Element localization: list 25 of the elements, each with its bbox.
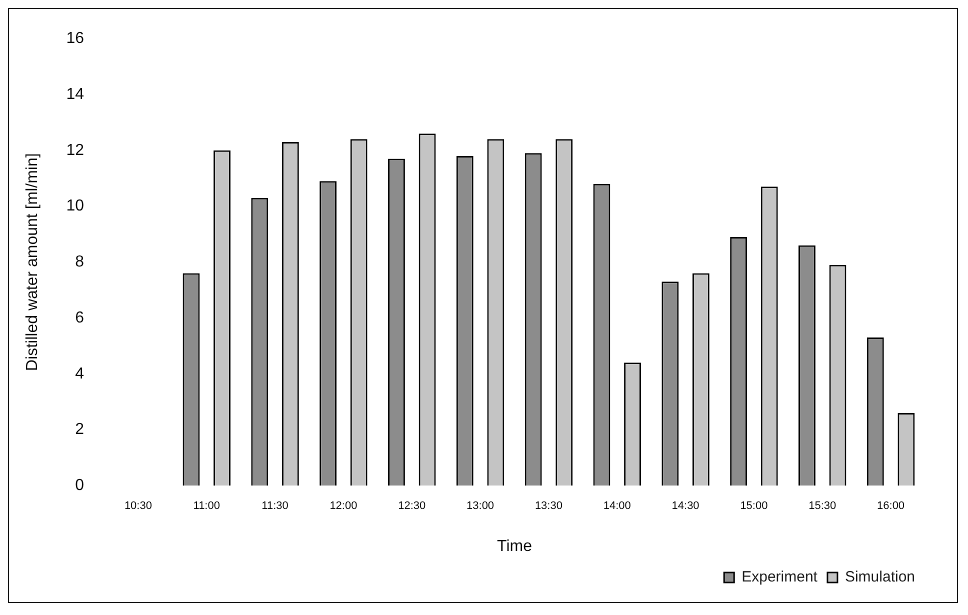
legend-label: Experiment [742, 568, 818, 586]
x-tick-label: 16:00 [877, 500, 905, 512]
y-tick-label: 10 [66, 198, 84, 215]
y-tick-label: 2 [75, 421, 84, 438]
y-tick-label: 16 [66, 30, 84, 48]
x-tick-label: 12:00 [330, 500, 358, 512]
y-tick-label: 12 [66, 142, 84, 159]
legend-label: Simulation [844, 568, 916, 586]
x-tick-label: 15:00 [740, 500, 768, 512]
y-tick-label: 8 [75, 254, 84, 271]
x-axis-title: Time [497, 538, 532, 555]
x-tick-label: 14:00 [603, 500, 631, 512]
x-tick-label: 13:30 [534, 500, 562, 512]
x-tick-label: 14:30 [672, 500, 700, 512]
y-tick-label: 6 [75, 309, 84, 326]
x-tick-label: 15:30 [808, 500, 836, 512]
x-tick-label: 12:30 [398, 500, 426, 512]
x-tick-label: 10:30 [124, 500, 152, 512]
y-tick-label: 14 [66, 86, 84, 103]
y-axis-title: Distilled water amount [ml/min] [24, 153, 42, 372]
y-tick-label: 4 [75, 365, 84, 382]
x-tick-label: 13:00 [466, 500, 494, 512]
x-tick-label: 11:30 [262, 500, 288, 512]
y-tick-label: 0 [75, 477, 84, 494]
x-tick-label: 11:00 [193, 500, 220, 512]
